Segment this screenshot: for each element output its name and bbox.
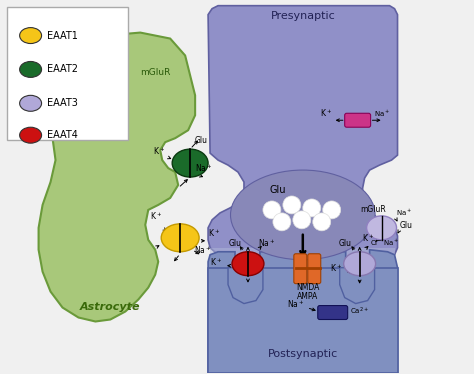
Text: mGluR: mGluR (361, 205, 386, 214)
Ellipse shape (19, 127, 42, 143)
Ellipse shape (366, 216, 397, 240)
Ellipse shape (19, 95, 42, 111)
Circle shape (273, 213, 291, 231)
Text: K$^+$: K$^+$ (208, 227, 220, 239)
Circle shape (323, 201, 341, 219)
Text: K$^+$: K$^+$ (329, 262, 342, 274)
Text: mGluR: mGluR (140, 68, 171, 77)
FancyBboxPatch shape (308, 254, 321, 283)
Text: Na$^+$: Na$^+$ (258, 237, 275, 249)
FancyBboxPatch shape (294, 254, 307, 283)
Ellipse shape (19, 61, 42, 77)
Text: Cl$^-$Na$^+$: Cl$^-$Na$^+$ (370, 237, 399, 248)
Polygon shape (208, 250, 398, 373)
Text: K$^+$: K$^+$ (210, 256, 222, 268)
Text: K$^+$: K$^+$ (153, 145, 165, 157)
FancyBboxPatch shape (318, 306, 347, 319)
Ellipse shape (161, 224, 199, 252)
Text: EAAT2: EAAT2 (46, 64, 78, 74)
Text: K$^+$: K$^+$ (362, 232, 374, 244)
Ellipse shape (19, 28, 42, 43)
Circle shape (303, 199, 321, 217)
Ellipse shape (230, 170, 375, 260)
Text: Glu: Glu (270, 185, 286, 195)
Text: Na$^+$: Na$^+$ (374, 109, 390, 119)
Text: Glu: Glu (195, 136, 208, 145)
Text: AMPA: AMPA (297, 292, 319, 301)
Ellipse shape (232, 252, 264, 276)
Text: EAAT1: EAAT1 (46, 31, 77, 40)
Text: Na$^+$: Na$^+$ (395, 208, 412, 218)
Polygon shape (210, 248, 394, 268)
Text: EAAT3: EAAT3 (46, 98, 77, 108)
Circle shape (263, 201, 281, 219)
Text: Ca$^{2+}$: Ca$^{2+}$ (350, 306, 369, 317)
Text: K$^+$: K$^+$ (319, 108, 332, 119)
Circle shape (313, 213, 331, 231)
Ellipse shape (344, 252, 375, 276)
Polygon shape (340, 268, 374, 304)
Text: Glu: Glu (400, 221, 412, 230)
Text: K$^+$: K$^+$ (150, 210, 162, 222)
Polygon shape (208, 6, 398, 263)
FancyBboxPatch shape (345, 113, 371, 127)
Text: Glu: Glu (229, 239, 242, 248)
Text: Na$^+$: Na$^+$ (195, 162, 213, 174)
FancyBboxPatch shape (7, 7, 128, 140)
Text: NMDA: NMDA (296, 283, 319, 292)
Text: Na$^+$: Na$^+$ (194, 244, 211, 256)
Text: Postsynaptic: Postsynaptic (268, 349, 338, 359)
Text: Glu: Glu (338, 239, 352, 248)
Ellipse shape (172, 149, 208, 177)
Text: Presynaptic: Presynaptic (271, 10, 335, 21)
Circle shape (293, 211, 311, 229)
Text: Astrocyte: Astrocyte (80, 301, 141, 312)
Text: Na$^+$: Na$^+$ (287, 298, 305, 310)
Circle shape (283, 196, 301, 214)
Polygon shape (38, 33, 195, 322)
Text: EAAT4: EAAT4 (46, 130, 77, 140)
Polygon shape (208, 268, 398, 373)
Polygon shape (228, 268, 263, 304)
